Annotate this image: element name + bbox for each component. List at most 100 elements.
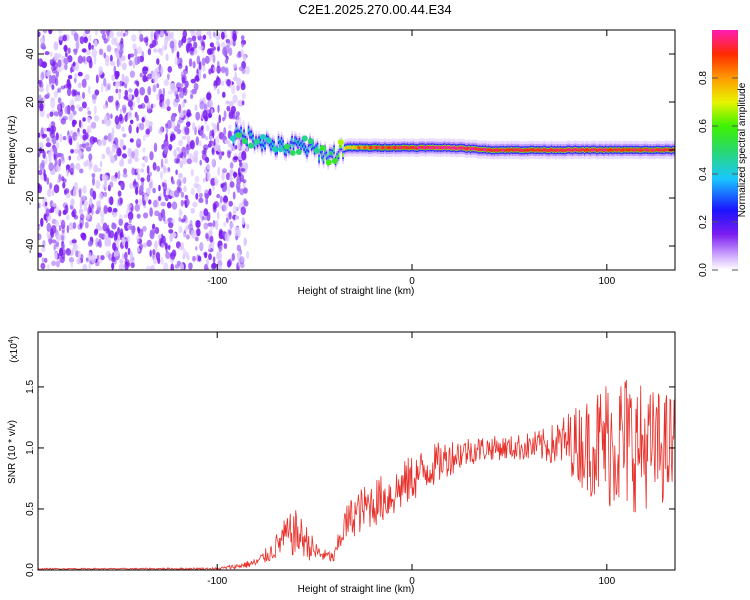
noise-speckle <box>136 213 141 219</box>
noise-speckle <box>85 142 90 147</box>
noise-speckle <box>167 66 173 73</box>
noise-speckle <box>150 103 154 110</box>
ridge-core <box>510 148 512 152</box>
noise-speckle <box>147 86 152 96</box>
noise-speckle <box>40 246 46 253</box>
ridge-peak <box>471 147 475 151</box>
noise-speckle <box>229 175 233 182</box>
ridge-core <box>333 148 335 152</box>
noise-speckle <box>217 166 220 176</box>
noise-speckle <box>38 225 41 230</box>
noise-speckle <box>123 95 128 100</box>
ridge-core <box>384 145 386 149</box>
noise-speckle <box>167 244 171 250</box>
noise-speckle <box>51 239 57 244</box>
noise-speckle <box>173 149 177 158</box>
page-title: C2E1.2025.270.00.44.E34 <box>298 2 452 17</box>
noise-speckle <box>224 232 230 242</box>
noise-speckle <box>116 31 122 37</box>
colorbar-tick-label: 0.4 <box>698 167 709 181</box>
noise-speckle <box>149 171 152 177</box>
noise-speckle <box>104 115 108 125</box>
noise-speckle <box>94 30 98 36</box>
noise-speckle <box>88 160 93 171</box>
noise-speckle <box>73 188 77 197</box>
ridge-core <box>402 145 404 149</box>
noise-speckle <box>196 30 202 37</box>
noise-speckle <box>131 167 135 176</box>
noise-speckle <box>243 237 247 247</box>
noise-speckle <box>79 143 82 150</box>
noise-speckle <box>87 252 92 261</box>
ridge-core <box>534 148 536 152</box>
noise-speckle <box>165 133 168 142</box>
noise-speckle <box>128 59 133 67</box>
noise-speckle <box>79 213 85 221</box>
noise-speckle <box>193 151 196 157</box>
noise-speckle <box>163 145 169 155</box>
noise-speckle <box>92 176 95 186</box>
noise-speckle <box>95 179 101 189</box>
noise-speckle <box>136 56 141 65</box>
noise-speckle <box>185 234 190 240</box>
noise-speckle <box>78 208 84 214</box>
ridge-core <box>294 138 296 142</box>
noise-speckle <box>119 159 124 167</box>
noise-speckle <box>228 100 234 107</box>
x-tick-label: -100 <box>207 576 227 587</box>
noise-speckle <box>139 86 145 96</box>
noise-speckle <box>176 82 182 89</box>
noise-speckle <box>79 222 83 229</box>
ridge-core <box>337 153 340 157</box>
noise-speckle <box>100 255 105 261</box>
noise-speckle <box>236 116 242 124</box>
noise-speckle <box>62 136 67 141</box>
ridge-core <box>243 132 245 136</box>
noise-speckle <box>232 205 237 213</box>
noise-speckle <box>38 252 43 258</box>
noise-speckle <box>38 87 45 92</box>
noise-speckle <box>91 207 94 216</box>
noise-speckle <box>77 71 83 77</box>
noise-speckle <box>118 263 125 270</box>
noise-speckle <box>223 110 227 120</box>
noise-speckle <box>188 223 194 230</box>
noise-speckle <box>141 117 145 123</box>
noise-speckle <box>108 253 113 261</box>
noise-speckle <box>240 262 245 269</box>
ridge-core <box>297 143 299 147</box>
ridge-core <box>390 146 392 150</box>
noise-speckle <box>62 34 67 42</box>
noise-speckle <box>66 193 71 198</box>
ridge-core <box>589 148 592 152</box>
noise-speckle <box>78 250 81 260</box>
noise-speckle <box>120 181 124 190</box>
noise-speckle <box>53 184 60 194</box>
noise-speckle <box>171 201 178 210</box>
noise-speckle <box>201 125 204 131</box>
noise-speckle <box>189 50 195 56</box>
noise-speckle <box>156 165 161 172</box>
noise-speckle <box>109 30 114 38</box>
noise-speckle <box>180 199 184 207</box>
noise-speckle <box>100 73 105 79</box>
noise-speckle <box>216 65 221 74</box>
noise-speckle <box>232 94 238 104</box>
ridge-core <box>486 148 488 152</box>
noise-speckle <box>68 135 73 145</box>
noise-speckle <box>208 253 212 261</box>
noise-speckle <box>233 171 237 179</box>
noise-speckle <box>124 31 128 37</box>
noise-speckle <box>96 222 101 228</box>
noise-speckle <box>209 42 214 48</box>
noise-speckle <box>236 77 242 86</box>
noise-speckle <box>138 228 144 238</box>
noise-speckle <box>206 163 211 170</box>
noise-speckle <box>169 135 174 143</box>
noise-speckle <box>152 249 156 255</box>
noise-speckle <box>154 68 158 77</box>
noise-speckle <box>148 199 152 205</box>
noise-speckle <box>110 60 116 66</box>
noise-speckle <box>198 71 202 80</box>
noise-speckle <box>118 57 122 67</box>
